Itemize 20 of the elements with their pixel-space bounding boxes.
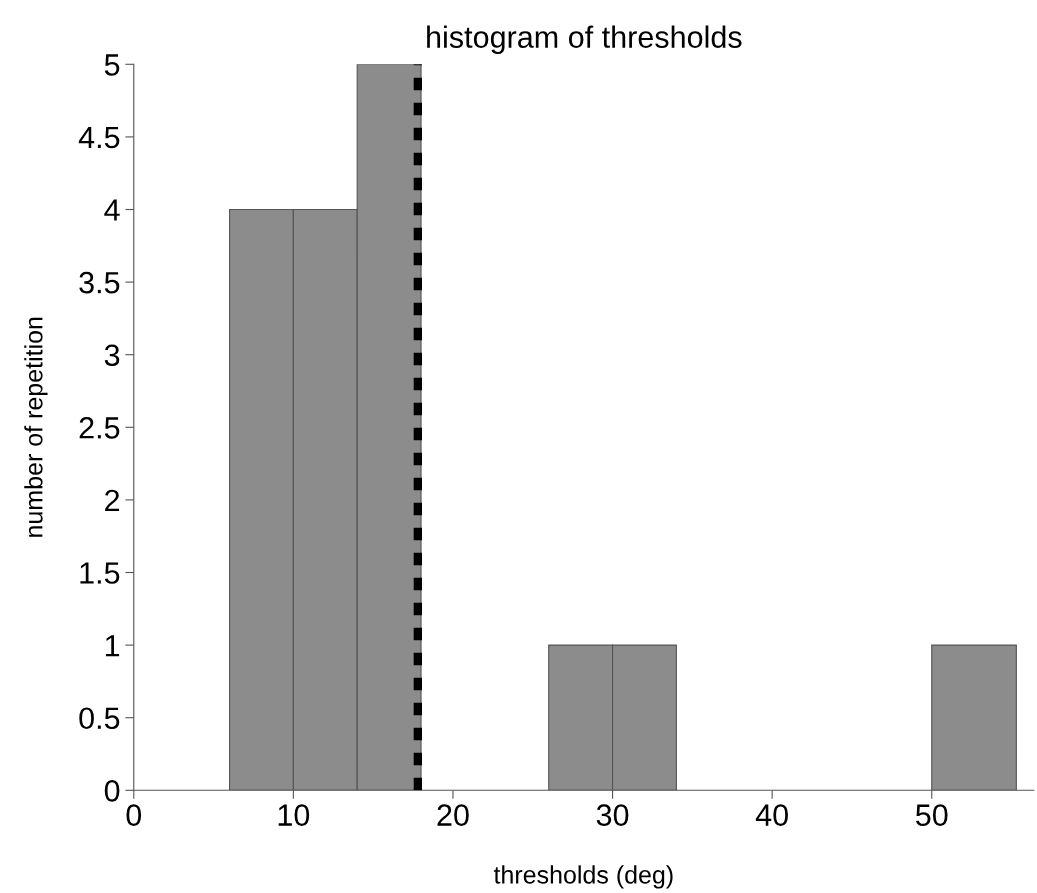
x-axis-title: thresholds (deg) [493,865,673,889]
chart-title: histogram of thresholds [427,25,742,54]
x-tick-label: 50 [915,804,948,826]
y-tick-label: 2 [105,489,120,511]
x-tick-label: 40 [755,804,788,826]
y-tick-label: 3 [104,344,120,367]
x-tick-label: 10 [278,804,310,826]
y-tick-label: 1.5 [80,562,120,584]
y-tick-label: 1 [105,635,120,657]
y-tick-label: 5 [104,54,120,76]
x-tick-label: 30 [596,804,629,826]
y-axis-title: number of repetition [24,317,48,537]
y-tick-label: 0.5 [79,707,120,730]
y-tick-label: 0 [104,780,120,802]
y-tick-label: 4.5 [78,126,120,149]
x-tick-label: 20 [437,804,469,826]
y-tick-label: 2.5 [79,417,120,439]
y-tick-label: 4 [104,199,120,221]
y-tick-label: 3.5 [79,271,120,294]
x-tick-label: 0 [126,804,142,826]
